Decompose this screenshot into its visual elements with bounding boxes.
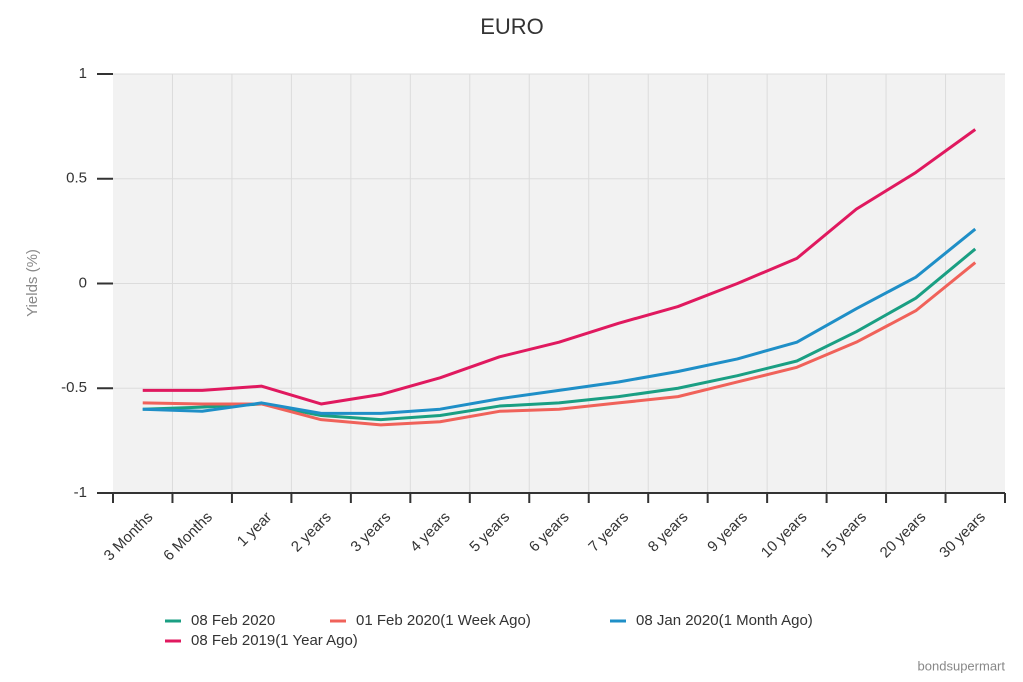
x-tick-label: 7 years	[585, 509, 632, 556]
x-tick-label: 9 years	[704, 509, 751, 556]
x-tick-label: 10 years	[758, 509, 811, 562]
x-tick-label: 4 years	[407, 509, 454, 556]
x-tick-label: 15 years	[817, 509, 870, 562]
y-tick-label: 1	[79, 65, 87, 82]
y-tick-label: -1	[74, 484, 87, 501]
x-tick-label: 6 Months	[160, 509, 216, 565]
x-tick-label: 8 years	[645, 509, 692, 556]
legend-label: 01 Feb 2020(1 Week Ago)	[356, 612, 531, 629]
x-tick-label: 3 years	[347, 509, 394, 556]
legend-item: 08 Feb 2019(1 Year Ago)	[165, 632, 358, 649]
series-line	[142, 128, 977, 406]
legend-label: 08 Jan 2020(1 Month Ago)	[636, 612, 813, 629]
y-axis-label: Yields (%)	[24, 249, 41, 317]
legend-item: 08 Feb 2020	[165, 612, 275, 629]
legend-item: 08 Jan 2020(1 Month Ago)	[610, 612, 813, 629]
x-tick-label: 20 years	[877, 509, 930, 562]
y-tick-label: -0.5	[61, 379, 87, 396]
x-tick-label: 6 years	[526, 509, 573, 556]
series-line	[142, 261, 977, 427]
y-tick-label: 0.5	[66, 170, 87, 187]
legend-label: 08 Feb 2020	[191, 612, 275, 629]
x-tick-label: 5 years	[466, 509, 513, 556]
x-tick-label: 3 Months	[101, 509, 157, 565]
x-tick-label: 2 years	[288, 509, 335, 556]
y-tick-label: 0	[79, 274, 87, 291]
x-tick-label: 30 years	[936, 509, 989, 562]
series-line	[142, 227, 977, 415]
legend-label: 08 Feb 2019(1 Year Ago)	[191, 632, 358, 649]
legend-item: 01 Feb 2020(1 Week Ago)	[330, 612, 531, 629]
chart-title: EURO	[480, 14, 544, 39]
source: bondsupermart	[918, 658, 1006, 673]
x-tick-label: 1 year	[234, 509, 276, 551]
